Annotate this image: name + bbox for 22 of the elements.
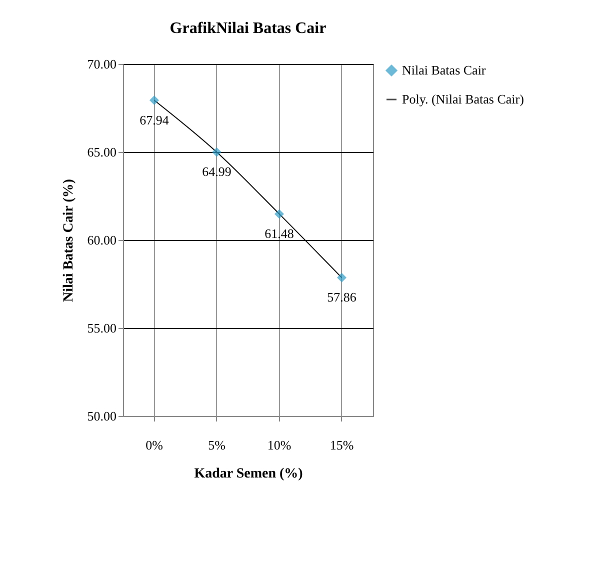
point bbox=[274, 209, 284, 219]
data-label: 57.86 bbox=[327, 290, 357, 305]
x-axis-title: Kadar Semen (%) bbox=[194, 466, 304, 482]
data-label: 61.48 bbox=[264, 226, 294, 241]
point bbox=[150, 96, 159, 105]
x-tick-label: 5% bbox=[208, 438, 226, 452]
legend-label: Nilai Batas Cair bbox=[402, 62, 486, 78]
y-tick-label: 60.00 bbox=[87, 232, 116, 248]
legend-label: Poly. (Nilai Batas Cair) bbox=[402, 92, 524, 106]
chart-title: GrafikNilai Batas Cair bbox=[170, 20, 326, 37]
y-tick-label: 70.00 bbox=[87, 56, 116, 72]
y-axis-title: Nilai Batas Cair (%) bbox=[61, 178, 76, 302]
y-tick-label: 50.00 bbox=[87, 408, 116, 424]
y-tick-label: 55.00 bbox=[87, 320, 116, 336]
point bbox=[337, 272, 346, 282]
x-tick-label: 10% bbox=[267, 438, 292, 452]
point bbox=[212, 147, 222, 157]
data-label: 64.99 bbox=[202, 164, 232, 180]
y-tick-label: 65.00 bbox=[87, 144, 116, 160]
x-tick-label: 15% bbox=[330, 438, 354, 452]
x-tick-label: 0% bbox=[146, 438, 164, 452]
data-label: 67.94 bbox=[140, 112, 170, 128]
